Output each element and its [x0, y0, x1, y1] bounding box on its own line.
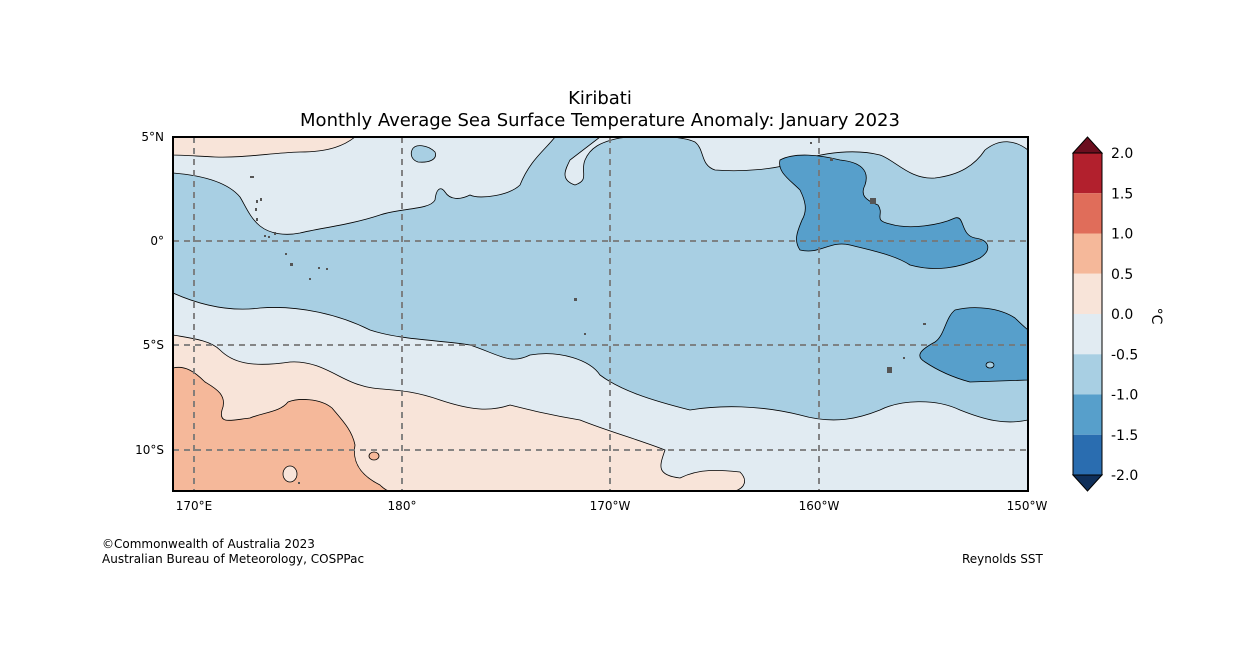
map-frame: [172, 136, 1029, 492]
colorbar-segment: [1073, 193, 1102, 234]
contour-island: [368, 451, 380, 461]
lon-label: 160°W: [799, 499, 840, 513]
contour-band-0-0.5-north: [173, 137, 356, 158]
contour-blob-north: [410, 145, 436, 163]
colorbar-tick-label: 1.0: [1111, 227, 1133, 243]
colorbar-tick-label: 0.0: [1111, 307, 1133, 323]
credit-agency: Australian Bureau of Meteorology, COSPPa…: [102, 552, 365, 566]
colorbar-tick-label: -1.0: [1111, 388, 1138, 404]
lat-label: 5°N: [141, 130, 164, 144]
colorbar-segment: [1073, 233, 1102, 274]
map-subtitle: Monthly Average Sea Surface Temperature …: [300, 110, 900, 131]
lat-label: 5°S: [143, 338, 164, 352]
colorbar-tick-label: 1.5: [1111, 186, 1133, 202]
colorbar-tick-label: 2.0: [1111, 146, 1133, 162]
colorbar-tick-label: -1.5: [1111, 428, 1138, 444]
contour-island: [282, 465, 298, 483]
colorbar-segment: [1073, 434, 1102, 475]
lat-label: 0°: [150, 234, 164, 248]
colorbar-extend-max: [1071, 136, 1104, 154]
contour-band-neg0.5-0-north: [173, 137, 556, 235]
islands: [250, 142, 926, 484]
lon-label: 180°: [388, 499, 417, 513]
colorbar-segment: [1073, 273, 1102, 314]
lon-label: 150°W: [1007, 499, 1048, 513]
contour-band-neg1.5-neg1.0-southeast: [919, 307, 1028, 383]
gridlines: [173, 137, 1028, 491]
colorbar-segment: [1073, 153, 1102, 194]
colorbar-segment: [1073, 394, 1102, 435]
colorbar-tick-label: -2.0: [1111, 468, 1138, 484]
colorbar-tick-label: -0.5: [1111, 347, 1138, 363]
lon-label: 170°E: [176, 499, 213, 513]
contour-fields: [173, 137, 1028, 491]
credit-dataset: Reynolds SST: [962, 552, 1043, 566]
contour-island: [985, 361, 995, 369]
colorbar-extend-min: [1071, 474, 1104, 492]
colorbar-unit-label: °C: [1148, 308, 1164, 325]
map-title: Kiribati: [568, 88, 632, 109]
contour-band-0.5-1.0: [173, 366, 391, 491]
colorbar-frame: [1072, 152, 1103, 476]
colorbar-segment: [1073, 314, 1102, 355]
lat-label: 10°S: [135, 443, 164, 457]
colorbar: 2.0 1.5 1.0 0.5 0.0 -0.5 -1.0 -1.5 -2.0: [1071, 136, 1138, 492]
colorbar-segment: [1073, 354, 1102, 395]
credit-copyright: ©Commonwealth of Australia 2023: [102, 537, 315, 551]
colorbar-tick-label: 0.5: [1111, 267, 1133, 283]
lon-label: 170°W: [590, 499, 631, 513]
